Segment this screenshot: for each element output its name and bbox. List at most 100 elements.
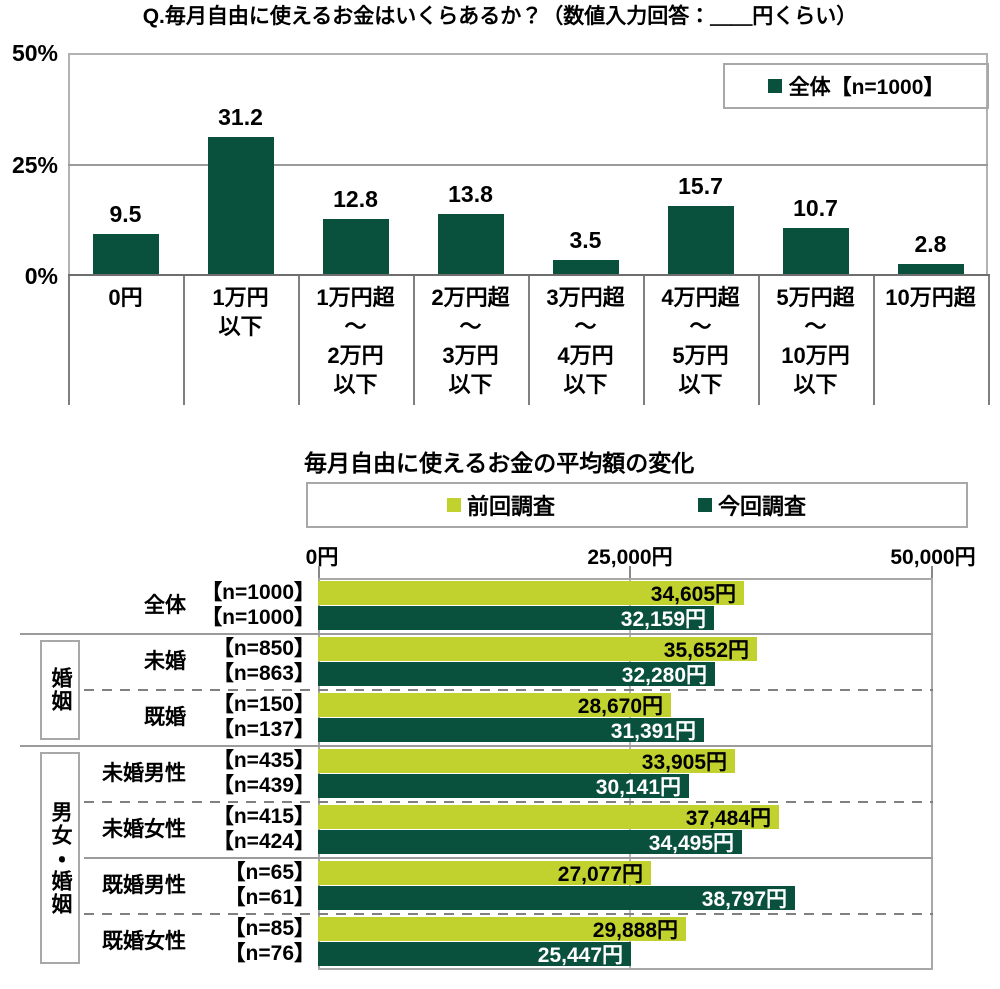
- chart2-row-n-label-current: 【n=61】: [224, 886, 315, 909]
- chart2-row-n-label-previous: 【n=415】: [212, 805, 315, 828]
- chart2-row-category-label: 全体: [144, 594, 186, 617]
- chart2-bar-previous: 29,888円: [318, 917, 686, 942]
- chart1-axis-tick-line: [643, 276, 645, 405]
- chart2-bar-current: 30,141円: [318, 774, 689, 799]
- chart2-row-category-label: 未婚女性: [102, 818, 186, 841]
- chart1-category-label: 4万円超 ～ 5万円 以下: [661, 285, 740, 397]
- chart1-axis-tick-line: [758, 276, 760, 405]
- chart1-axis-tick-line: [68, 276, 70, 405]
- chart2-legend-item-current: 今回調査: [698, 484, 806, 526]
- chart2-row-n-label-current: 【n=137】: [212, 718, 315, 741]
- chart1-bar-value: 13.8: [448, 181, 493, 207]
- chart2-bar-current: 32,159円: [318, 606, 714, 631]
- chart2-row-n-label-current: 【n=439】: [212, 774, 315, 797]
- chart1-axis-tick-line: [873, 276, 875, 405]
- chart2-separator-solid: [20, 745, 933, 747]
- chart1-bar: [552, 260, 619, 276]
- chart2-row-n-label-current: 【n=424】: [212, 830, 315, 853]
- chart2-bar-current: 25,447円: [318, 942, 631, 967]
- chart1-bar: [322, 219, 389, 276]
- chart1-category-label: 10万円超: [885, 285, 976, 310]
- chart1-category-label: 2万円超 ～ 3万円 以下: [431, 285, 510, 397]
- chart2-row-category-label: 既婚: [144, 706, 186, 729]
- chart1-bar-value: 3.5: [569, 227, 602, 253]
- chart2-bar-previous: 37,484円: [318, 805, 779, 830]
- chart2-row-category-label: 未婚男性: [102, 762, 186, 785]
- chart2-bar-current: 38,797円: [318, 886, 795, 911]
- chart2-axis-tick: [931, 566, 933, 578]
- chart2-row-n-label-current: 【n=863】: [212, 662, 315, 685]
- chart2-group-box: 男女・婚姻: [40, 752, 80, 964]
- chart1-axis-tick-line: [413, 276, 415, 405]
- chart1-bar: [667, 206, 734, 276]
- chart2-row-n-label-previous: 【n=65】: [224, 861, 315, 884]
- chart1-bar-value: 9.5: [109, 201, 142, 227]
- chart2-row-n-label-previous: 【n=150】: [212, 693, 315, 716]
- chart1-bar-value: 15.7: [678, 173, 723, 199]
- chart1-legend: 全体【n=1000】: [723, 63, 989, 109]
- chart2-xtick-50000: 50,000円: [890, 546, 976, 569]
- chart2-bar-current: 32,280円: [318, 662, 715, 687]
- chart2-bar-previous: 33,905円: [318, 749, 735, 774]
- chart2-separator-dashed: [84, 689, 933, 691]
- chart1-legend-label: 全体【n=1000】: [788, 76, 945, 99]
- chart2-row-category-label: 既婚女性: [102, 930, 186, 953]
- chart2-group-box: 婚姻: [40, 640, 80, 740]
- chart2-separator-dashed: [84, 913, 933, 915]
- chart1-title: Q.毎月自由に使えるお金はいくらあるか？（数値入力回答：＿＿円くらい）: [142, 5, 858, 28]
- chart1-bar: [782, 228, 849, 276]
- legend-square-icon: [767, 79, 782, 93]
- chart2-row-n-label-previous: 【n=435】: [212, 749, 315, 772]
- chart2-row-n-label-previous: 【n=850】: [212, 637, 315, 660]
- chart2-row-n-label-previous: 【n=85】: [224, 917, 315, 940]
- chart1-bar: [207, 137, 274, 276]
- chart2-legend-label-current: 今回調査: [718, 494, 807, 519]
- chart2-bar-previous: 35,652円: [318, 637, 757, 662]
- chart1-category-label: 1万円 以下: [212, 285, 269, 339]
- chart1-category-label: 3万円超 ～ 4万円 以下: [546, 285, 625, 397]
- chart2-row-n-label-current: 【n=76】: [224, 942, 315, 965]
- chart2-row-n-label-current: 【n=1000】: [201, 606, 315, 629]
- chart1-bar: [897, 264, 964, 276]
- chart1-baseline: [68, 274, 990, 276]
- chart2-row-category-label: 未婚: [144, 650, 186, 673]
- chart1-bar: [92, 234, 159, 276]
- chart2-xtick-25000: 25,000円: [587, 546, 673, 569]
- chart1-bar: [437, 214, 504, 276]
- chart2-row-n-label-previous: 【n=1000】: [201, 581, 315, 604]
- chart1-axis-tick-line: [988, 276, 990, 405]
- chart2-xtick-0: 0円: [305, 546, 339, 569]
- chart2-axis-tick: [318, 566, 320, 578]
- chart1-ytick-25: 25%: [11, 152, 58, 178]
- chart2-title: 毎月自由に使えるお金の平均額の変化: [304, 450, 695, 476]
- legend-square-previous-icon: [447, 498, 461, 512]
- chart1-ytick-50: 50%: [11, 40, 58, 66]
- chart1-gridline-25: [68, 164, 988, 166]
- chart1-bar-value: 10.7: [793, 195, 838, 221]
- chart1-axis-tick-line: [528, 276, 530, 405]
- chart2-legend: 前回調査 今回調査: [306, 482, 968, 528]
- chart2-bar-previous: 28,670円: [318, 693, 671, 718]
- chart1-bar-value: 31.2: [218, 104, 263, 130]
- chart1-ytick-0: 0%: [24, 263, 58, 289]
- chart2-bar-current: 34,495円: [318, 830, 742, 855]
- chart2-axis-tick: [629, 566, 631, 578]
- chart1-category-label: 0円: [108, 285, 143, 310]
- chart2-row-category-label: 既婚男性: [102, 874, 186, 897]
- chart2-separator-solid: [20, 633, 933, 635]
- chart2-separator-dashed: [84, 801, 933, 803]
- chart2-bar-previous: 27,077円: [318, 861, 651, 886]
- chart2-legend-item-previous: 前回調査: [447, 484, 555, 526]
- chart2-legend-label-previous: 前回調査: [467, 494, 556, 519]
- chart2-bar-previous: 34,605円: [318, 581, 744, 606]
- legend-square-current-icon: [698, 498, 712, 512]
- chart1-bar-value: 12.8: [333, 186, 378, 212]
- chart1-category-label: 1万円超 ～ 2万円 以下: [316, 285, 395, 397]
- chart2-separator-solid: [84, 857, 933, 859]
- chart1-category-label: 5万円超 ～ 10万円 以下: [776, 285, 855, 397]
- chart1-axis-tick-line: [183, 276, 185, 405]
- chart1-bar-value: 2.8: [914, 231, 947, 257]
- chart1-axis-tick-line: [298, 276, 300, 405]
- chart2-bar-current: 31,391円: [318, 718, 704, 743]
